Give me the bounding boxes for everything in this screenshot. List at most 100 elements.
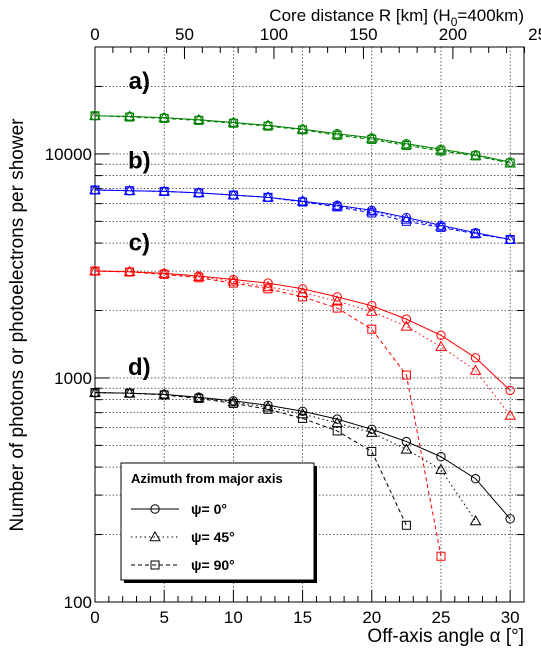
- data-point-triangle: [262, 119, 274, 130]
- legend-label: ψ= 90°: [191, 557, 235, 573]
- data-point-triangle: [504, 409, 517, 420]
- data-point-square: [401, 216, 411, 226]
- data-point-square: [436, 222, 446, 232]
- series-line-psi0: [94, 270, 511, 391]
- data-point-square: [298, 292, 308, 302]
- data-point-square: [298, 197, 308, 207]
- group-label: d): [128, 354, 151, 381]
- data-point-circle: [332, 414, 342, 424]
- data-point-square: [159, 113, 169, 123]
- data-point-square: [90, 111, 100, 121]
- data-point-square: [90, 185, 100, 195]
- series-line-psi90: [94, 270, 442, 557]
- data-point-triangle: [400, 213, 413, 224]
- data-point-triangle: [435, 340, 447, 351]
- data-point-square: [159, 186, 169, 196]
- top-axis-label-main: Core distance R [km] (H: [269, 6, 450, 25]
- legend-label: ψ= 0°: [191, 501, 227, 517]
- data-point-square: [401, 370, 411, 380]
- data-point-square: [298, 413, 308, 423]
- data-point-triangle: [227, 116, 240, 127]
- x-tick-label: 25: [432, 608, 451, 627]
- data-point-triangle: [365, 205, 378, 216]
- data-point-triangle: [158, 267, 171, 278]
- series-line-psi45: [94, 189, 511, 240]
- data-point-triangle: [227, 275, 240, 286]
- top-axis: 050100150200250Core distance R [km] (H0=…: [90, 6, 541, 59]
- data-point-triangle: [435, 144, 447, 155]
- data-point-triangle: [192, 391, 205, 403]
- data-point-triangle: [296, 286, 309, 298]
- data-point-triangle: [227, 396, 240, 407]
- data-point-square: [263, 192, 273, 202]
- data-point-square: [90, 266, 100, 276]
- series-line-psi0: [94, 392, 511, 520]
- data-point-triangle: [365, 426, 378, 437]
- legend: Azimuth from major axis ψ= 0° ψ= 45° ψ= 90°: [120, 462, 317, 583]
- data-point-square: [263, 121, 273, 131]
- data-point-square: [367, 446, 377, 456]
- data-point-triangle: [296, 195, 309, 206]
- data-point-triangle: [192, 113, 205, 125]
- data-point-square: [505, 234, 515, 244]
- data-point-square: [401, 141, 411, 151]
- data-point-square: [159, 269, 169, 279]
- data-point-square: [436, 551, 446, 561]
- data-point-square: [332, 426, 342, 436]
- data-point-circle: [401, 314, 412, 324]
- data-point-square: [125, 112, 135, 122]
- data-point-square: [401, 520, 411, 530]
- data-point-triangle: [296, 123, 309, 134]
- top-tick-label: 200: [439, 25, 467, 44]
- top-axis-label-sub: 0: [451, 15, 458, 29]
- data-point-square: [471, 229, 481, 239]
- data-point-square: [90, 388, 100, 398]
- data-point-square: [298, 125, 308, 135]
- data-point-square: [125, 388, 135, 398]
- series-group-4: d): [89, 354, 515, 530]
- data-point-circle: [505, 385, 515, 396]
- data-point-square: [125, 267, 135, 277]
- data-point-triangle: [435, 463, 447, 474]
- data-point-circle: [470, 474, 481, 484]
- data-point-triangle: [400, 138, 413, 149]
- data-point-square: [367, 208, 377, 218]
- data-point-square: [505, 158, 515, 168]
- data-point-circle: [263, 278, 273, 288]
- data-point-triangle: [262, 401, 274, 412]
- top-tick-label: 150: [349, 25, 377, 44]
- data-point-triangle: [331, 200, 344, 211]
- y-tick-label: 10000: [45, 145, 92, 164]
- data-point-circle: [367, 301, 377, 311]
- y-axis-label: Number of photons or photoelectrons per …: [7, 118, 28, 532]
- data-point-circle: [401, 436, 412, 447]
- data-point-square: [194, 188, 204, 198]
- x-tick-label: 20: [362, 608, 381, 627]
- data-point-triangle: [192, 270, 205, 281]
- data-point-triangle: [123, 110, 136, 121]
- data-point-square: [367, 134, 377, 144]
- series-group-2: b): [89, 148, 517, 245]
- data-point-triangle: [469, 364, 482, 375]
- data-point-triangle: [331, 295, 344, 306]
- group-label: a): [129, 68, 150, 95]
- data-point-square: [125, 186, 135, 196]
- data-point-square: [194, 273, 204, 283]
- group-label: c): [129, 230, 150, 257]
- legend-label: ψ= 45°: [191, 529, 235, 545]
- top-tick-label: 0: [90, 25, 99, 44]
- data-point-square: [436, 146, 446, 156]
- data-point-square: [332, 202, 342, 212]
- data-point-square: [228, 398, 238, 408]
- data-point-triangle: [123, 265, 136, 276]
- data-point-triangle: [435, 220, 447, 231]
- x-tick-label: 30: [501, 608, 520, 627]
- data-point-square: [332, 130, 342, 140]
- top-axis-label-tail: =400km): [457, 6, 524, 25]
- data-point-circle: [150, 504, 160, 514]
- group-label: b): [128, 148, 151, 175]
- data-point-square: [263, 404, 273, 414]
- legend-title: Azimuth from major axis: [131, 471, 283, 486]
- data-point-triangle: [469, 514, 482, 526]
